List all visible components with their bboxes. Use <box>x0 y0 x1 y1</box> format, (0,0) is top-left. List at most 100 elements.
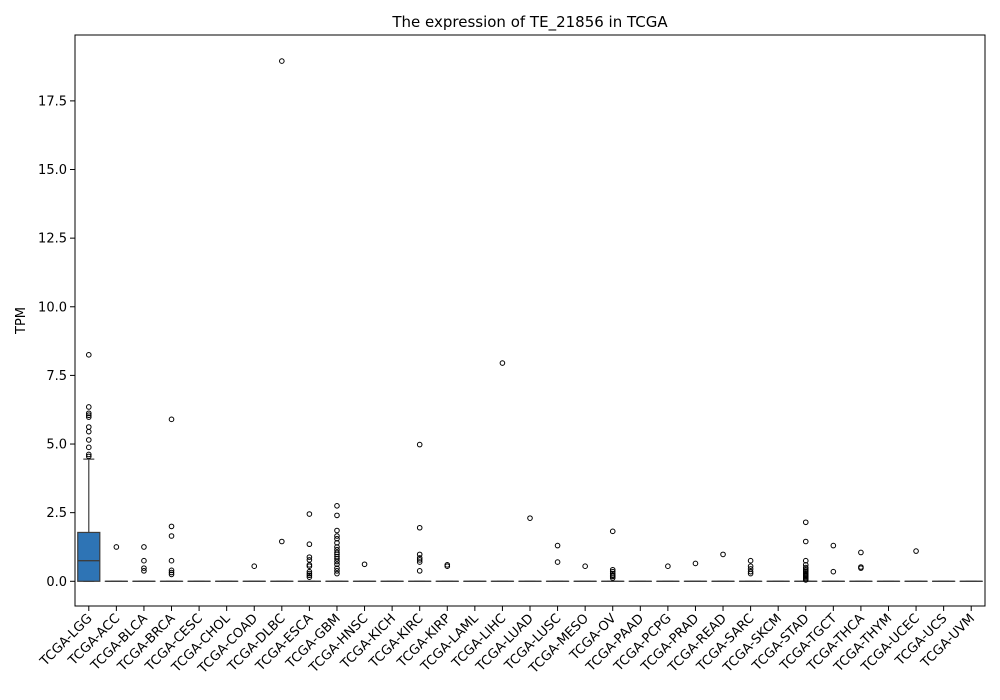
box-group-tcga-gbm <box>325 503 349 582</box>
outlier-point <box>802 557 809 564</box>
box-group-tcga-prad <box>683 560 708 582</box>
outlier-point <box>306 574 313 580</box>
outlier-point <box>85 414 92 420</box>
outlier-point <box>85 410 92 417</box>
outlier-point <box>802 519 809 526</box>
outlier-point <box>747 557 754 564</box>
outlier-point <box>306 511 313 517</box>
outlier-point <box>416 551 423 558</box>
outlier-point <box>334 549 340 556</box>
outlier-point <box>85 437 92 443</box>
outlier-point <box>334 568 340 574</box>
outlier-point <box>141 565 147 571</box>
box-group-tcga-ov <box>601 528 625 582</box>
box-group-tcga-blca <box>132 544 156 582</box>
outlier-point <box>141 544 147 550</box>
outlier-point <box>858 549 864 556</box>
outlier-point <box>306 557 313 563</box>
y-tick-label: 10.0 <box>38 300 67 315</box>
y-tick-label: 5.0 <box>46 438 67 453</box>
plot-frame <box>74 34 986 607</box>
outlier-point <box>251 563 258 569</box>
outlier-point <box>609 566 616 573</box>
outlier-point <box>168 416 175 423</box>
outlier-point <box>747 563 754 569</box>
outlier-point <box>168 567 175 574</box>
box-group-tcga-sarc <box>738 557 763 582</box>
box-group-tcga-read <box>711 551 735 582</box>
outlier-point <box>168 533 175 539</box>
outlier-point <box>85 424 92 430</box>
outlier-point <box>747 568 754 575</box>
box-group-tcga-esca <box>297 511 322 582</box>
plot-marks <box>77 58 983 583</box>
y-tick-label: 0.0 <box>46 575 67 590</box>
y-tick-label: 2.5 <box>46 506 67 521</box>
outlier-point <box>306 568 313 575</box>
outlier-point <box>306 572 313 579</box>
outlier-point <box>168 523 175 530</box>
outlier-point <box>416 441 423 448</box>
outlier-point <box>830 542 837 549</box>
outlier-point <box>306 541 313 548</box>
chart-title: The expression of TE_21856 in TCGA <box>391 13 668 32</box>
outlier-point <box>665 563 671 569</box>
outlier-point <box>554 542 561 549</box>
outlier-point <box>168 557 175 564</box>
outlier-point <box>334 546 340 553</box>
outlier-point <box>85 444 92 451</box>
outlier-point <box>85 412 92 419</box>
box-group-tcga-stad <box>794 519 818 583</box>
box-group-tcga-dlbc <box>270 58 294 582</box>
y-tick-label: 7.5 <box>46 369 67 384</box>
outlier-point <box>913 548 919 554</box>
outlier-point <box>113 544 120 550</box>
y-axis-title: TPM <box>14 307 29 335</box>
box-group-tcga-kirc <box>408 441 432 582</box>
y-axis: 0.0 2.5 5.0 7.5 10.0 12.5 15.0 17.5 <box>38 94 75 590</box>
box-group-tcga-kirp <box>435 562 459 582</box>
outlier-point <box>334 561 340 568</box>
box-group-tcga-pcpg <box>656 563 680 582</box>
outlier-point <box>830 568 837 575</box>
box-group-tcga-tgct <box>821 542 845 582</box>
outlier-point <box>747 566 754 572</box>
outlier-point <box>858 564 864 570</box>
outlier-point <box>416 568 423 574</box>
outlier-point <box>85 352 92 358</box>
box-group-tcga-thca <box>849 549 873 582</box>
box-group-tcga-ucec <box>904 548 928 582</box>
outlier-point <box>692 560 699 567</box>
outlier-point <box>609 570 616 577</box>
outlier-point <box>444 562 451 568</box>
outlier-point <box>85 451 92 458</box>
outlier-point <box>499 360 506 366</box>
outlier-point <box>527 515 533 521</box>
outlier-point <box>334 503 340 509</box>
box-group-tcga-meso <box>573 563 597 582</box>
outlier-point <box>334 527 340 534</box>
outlier-point <box>416 555 423 561</box>
box-group-tcga-hnsc <box>352 561 377 582</box>
outlier-point <box>416 557 423 563</box>
box <box>77 531 101 582</box>
outlier-point <box>141 557 147 564</box>
outlier-point <box>334 512 340 519</box>
outlier-point <box>582 563 588 569</box>
y-tick-label: 15.0 <box>38 163 67 178</box>
outlier-point <box>334 570 340 577</box>
outlier-point <box>334 535 340 542</box>
outlier-point <box>554 559 561 565</box>
box-group-tcga-luad <box>518 515 542 582</box>
outlier-point <box>416 524 423 531</box>
box-group-tcga-lgg <box>77 352 101 582</box>
outlier-point <box>279 538 285 545</box>
box-group-tcga-acc <box>104 544 128 582</box>
outlier-point <box>802 564 809 571</box>
outlier-point <box>361 561 368 568</box>
box-group-tcga-coad <box>242 563 266 582</box>
outlier-point <box>85 453 92 460</box>
box-group-tcga-lihc <box>490 360 515 582</box>
